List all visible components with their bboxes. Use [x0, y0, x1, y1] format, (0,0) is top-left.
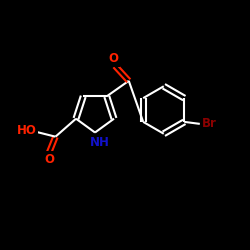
- Text: HO: HO: [17, 124, 37, 138]
- Text: O: O: [44, 153, 54, 166]
- Text: Br: Br: [202, 118, 217, 130]
- Text: NH: NH: [90, 136, 110, 148]
- Text: O: O: [109, 52, 119, 65]
